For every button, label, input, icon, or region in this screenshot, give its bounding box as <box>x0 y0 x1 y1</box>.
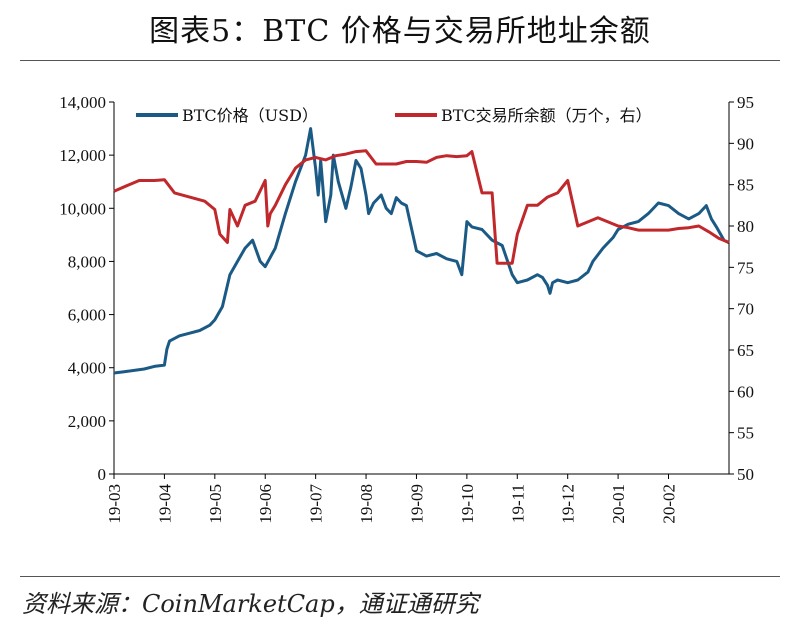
left-tick-label: 4,000 <box>68 359 106 378</box>
bottom-rule <box>20 576 780 577</box>
x-tick-label: 19-06 <box>256 484 275 524</box>
right-tick-label: 95 <box>737 93 754 112</box>
top-rule <box>20 60 780 61</box>
right-tick-label: 55 <box>737 424 754 443</box>
right-tick-label: 70 <box>737 300 754 319</box>
right-tick-label: 85 <box>737 176 754 195</box>
right-tick-label: 75 <box>737 258 754 277</box>
chart-title: 图表5：BTC 价格与交易所地址余额 <box>149 14 651 49</box>
right-tick-label: 80 <box>737 217 754 236</box>
left-tick-label: 10,000 <box>59 199 106 218</box>
series-layer <box>113 127 730 375</box>
legend-label-btc-price: BTC价格（USD） <box>182 106 318 125</box>
right-tick-label: 50 <box>737 465 754 484</box>
axes: 0 2,000 4,000 6,000 8,000 10,000 12,000 14,000 5… <box>59 93 754 524</box>
legend-label-exchange-balance: BTC交易所余额（万个，右） <box>441 106 652 125</box>
legend: BTC价格（USD） BTC交易所余额（万个，右） <box>136 106 652 125</box>
x-tick-label: 19-03 <box>105 484 124 524</box>
x-tick-label: 19-09 <box>407 484 426 524</box>
x-tick-label: 19-10 <box>458 484 477 524</box>
x-tick-label: 19-11 <box>508 484 527 523</box>
series-line-btc-price <box>113 127 730 375</box>
source-note: 资料来源：CoinMarketCap，通证通研究 <box>22 590 479 618</box>
x-tick-label: 19-12 <box>559 484 578 524</box>
right-tick-label: 90 <box>737 134 754 153</box>
left-tick-label: 6,000 <box>68 306 106 325</box>
left-tick-label: 8,000 <box>68 252 106 271</box>
left-tick-label: 0 <box>98 465 107 484</box>
left-tick-label: 2,000 <box>68 412 106 431</box>
x-tick-label: 20-01 <box>609 484 628 524</box>
x-tick-label: 19-05 <box>206 484 225 524</box>
right-tick-label: 65 <box>737 341 754 360</box>
series-line-exchange-balance <box>113 149 730 265</box>
right-tick-label: 60 <box>737 382 754 401</box>
x-tick-label: 20-02 <box>660 484 679 524</box>
left-tick-label: 12,000 <box>59 146 106 165</box>
x-tick-label: 19-04 <box>155 484 174 524</box>
x-tick-label: 19-07 <box>307 484 326 524</box>
left-tick-label: 14,000 <box>59 93 106 112</box>
x-tick-label: 19-08 <box>357 484 376 524</box>
